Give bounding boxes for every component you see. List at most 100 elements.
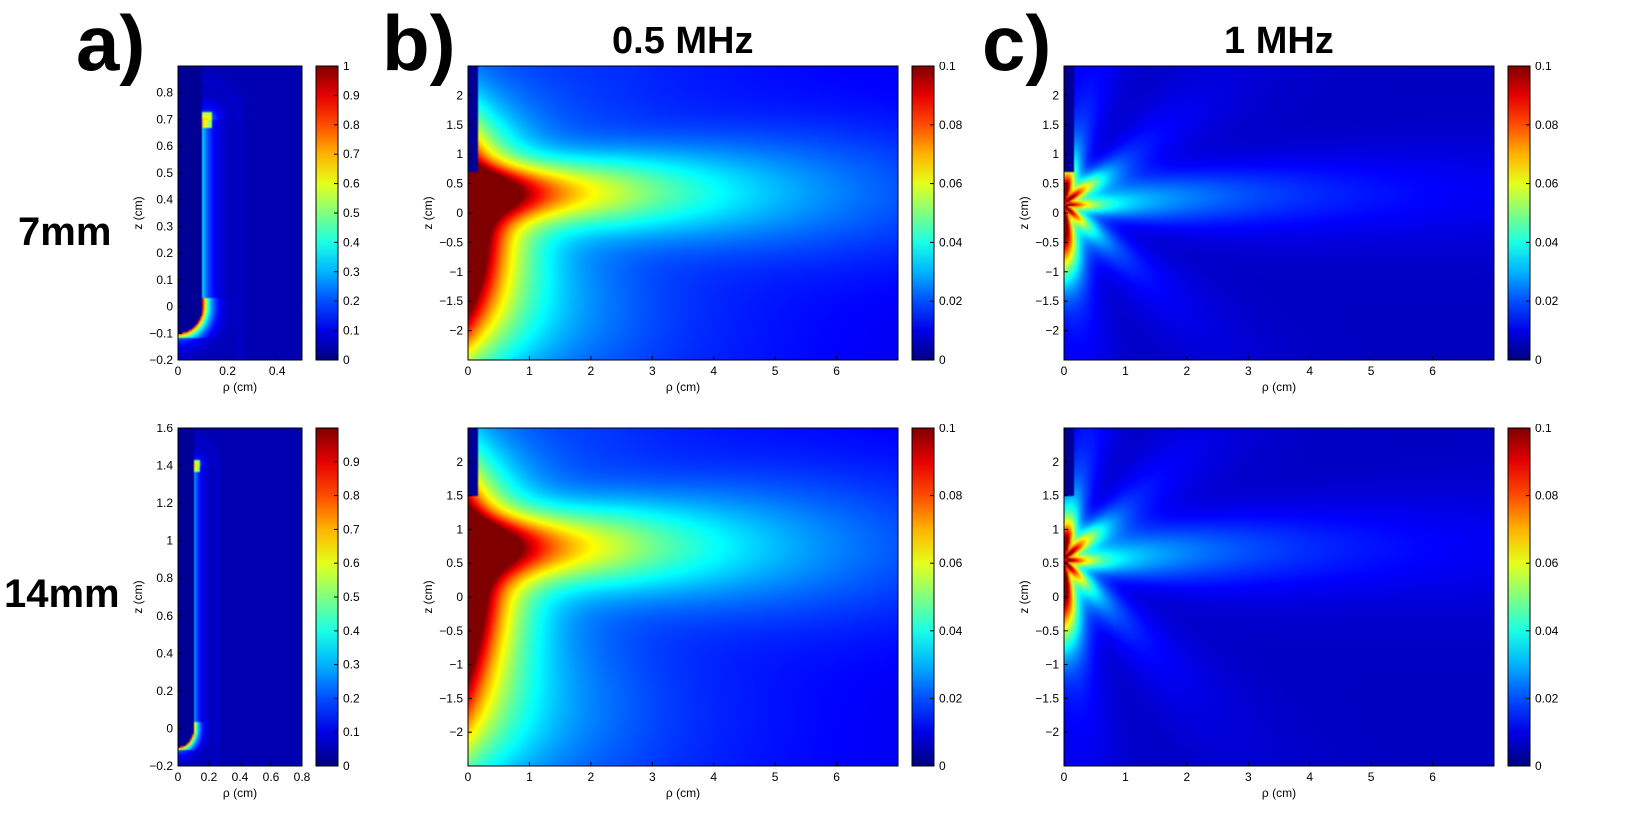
y-tick-label: −1 [1045, 265, 1059, 279]
x-tick-label: 0 [465, 364, 472, 378]
panel-label-a: a) [76, 0, 146, 87]
x-tick-label: 3 [1245, 770, 1252, 784]
colorbar [911, 427, 935, 767]
colorbar-tick-label: 0.7 [343, 147, 360, 161]
colorbar-tick-label: 0.9 [343, 455, 360, 469]
x-tick-label: 1 [526, 770, 533, 784]
colorbar-tick-label: 0 [939, 353, 946, 367]
chart-needle-7mm: 0 0.2 0.4 −0.2 −0.1 0 0.1 0.2 0.3 0.4 0.5 0.6 0.7 0.8… [130, 59, 380, 402]
colorbar-tick-label: 0.2 [343, 691, 360, 705]
y-axis-label: z (cm) [131, 580, 145, 613]
x-tick-label: 4 [710, 770, 717, 784]
x-tick-label: 6 [833, 364, 840, 378]
x-tick-label: 0.2 [219, 364, 236, 378]
x-axis-label: ρ (cm) [1262, 786, 1296, 800]
x-tick-label: 0 [1061, 364, 1068, 378]
colorbar-tick-label: 0.2 [343, 294, 360, 308]
y-tick-label: 1 [166, 534, 173, 548]
y-tick-label: −1 [449, 658, 463, 672]
colorbar-tick-label: 0 [1535, 759, 1542, 773]
y-tick-label: 1 [1052, 147, 1059, 161]
x-tick-label: 0 [175, 770, 182, 784]
y-tick-label: −1 [1045, 658, 1059, 672]
colorbar-tick-label: 0 [343, 353, 350, 367]
y-tick-label: −0.2 [149, 759, 173, 773]
column-title-0-5mhz: 0.5 MHz [612, 20, 754, 62]
y-tick-label: −1.5 [1035, 691, 1059, 705]
colorbar [1507, 65, 1531, 361]
x-tick-label: 0 [1061, 770, 1068, 784]
colorbar-tick-label: 0.8 [343, 118, 360, 132]
y-axis-label: z (cm) [421, 580, 435, 613]
colorbar-tick-label: 0.1 [939, 424, 956, 435]
y-tick-label: 0.5 [1042, 177, 1059, 191]
y-tick-label: 0 [166, 300, 173, 314]
y-tick-label: 0.2 [156, 246, 173, 260]
row-label-7mm: 7mm [18, 210, 112, 254]
x-tick-label: 4 [1306, 364, 1313, 378]
colorbar-tick-label: 0.1 [343, 725, 360, 739]
x-tick-label: 6 [1429, 770, 1436, 784]
colorbar-tick-label: 0.6 [343, 556, 360, 570]
colorbar-tick-label: 0.9 [343, 88, 360, 102]
y-tick-label: −2 [1045, 324, 1059, 338]
panel-label-c: c) [982, 0, 1052, 87]
x-tick-label: 3 [1245, 364, 1252, 378]
x-tick-label: 0.4 [232, 770, 249, 784]
heatmap-image [178, 428, 302, 766]
chart-field-0-5mhz-7mm: 0 1 2 3 4 5 6 −2 −1.5 −1 −0.5 0 0.5 1 1.5 2 ρ (cm) z (cm)… [420, 59, 980, 402]
colorbar-tick-label: 0.5 [343, 206, 360, 220]
colorbar-tick-label: 0 [1535, 353, 1542, 367]
y-tick-label: 0 [456, 206, 463, 220]
y-tick-label: −0.2 [149, 353, 173, 367]
x-tick-label: 0.4 [269, 364, 286, 378]
x-tick-label: 2 [588, 770, 595, 784]
y-tick-label: −2 [1045, 725, 1059, 739]
colorbar-tick-label: 0.08 [939, 118, 963, 132]
heatmap-image [468, 428, 898, 766]
x-tick-label: 0 [465, 770, 472, 784]
y-tick-label: 0.5 [446, 556, 463, 570]
y-tick-label: 2 [456, 88, 463, 102]
heatmap-image [468, 66, 898, 360]
y-tick-label: −2 [449, 324, 463, 338]
colorbar-tick-label: 0.02 [1535, 691, 1559, 705]
colorbar-tick-label: 0.06 [939, 177, 963, 191]
colorbar-tick-label: 1 [343, 62, 350, 73]
y-tick-label: 0 [1052, 590, 1059, 604]
y-tick-label: 1.6 [156, 424, 173, 435]
colorbar-tick-label: 0.1 [343, 324, 360, 338]
x-tick-label: 5 [772, 364, 779, 378]
colorbar-tick-label: 0.06 [1535, 556, 1559, 570]
y-tick-label: 0.6 [156, 139, 173, 153]
y-tick-label: −0.1 [149, 326, 173, 340]
colorbar-tick-label: 0.02 [1535, 294, 1559, 308]
y-tick-label: 2 [456, 455, 463, 469]
x-tick-label: 2 [1184, 364, 1191, 378]
colorbar-tick-label: 0.4 [343, 235, 360, 249]
x-axis-label: ρ (cm) [666, 786, 700, 800]
y-tick-label: 0.4 [156, 193, 173, 207]
colorbar-tick-label: 0.6 [343, 177, 360, 191]
x-tick-label: 0 [175, 364, 182, 378]
x-axis-label: ρ (cm) [223, 380, 257, 394]
colorbar-tick-label: 0 [939, 759, 946, 773]
y-tick-label: −2 [449, 725, 463, 739]
y-tick-label: −1.5 [439, 294, 463, 308]
y-axis-label: z (cm) [421, 196, 435, 229]
colorbar-tick-label: 0.5 [343, 590, 360, 604]
y-tick-label: 1 [456, 522, 463, 536]
colorbar-tick-label: 0.4 [343, 624, 360, 638]
y-tick-label: 1.5 [1042, 118, 1059, 132]
colorbar-tick-label: 0 [343, 759, 350, 773]
y-tick-label: 0.2 [156, 684, 173, 698]
x-tick-label: 3 [649, 770, 656, 784]
chart-svg: 0 0.2 0.4 −0.2 −0.1 0 0.1 0.2 0.3 0.4 0.5 0.6 0.7 0.8… [131, 59, 360, 394]
x-tick-label: 1 [1122, 770, 1129, 784]
y-tick-label: 0 [166, 721, 173, 735]
x-tick-label: 1 [526, 364, 533, 378]
chart-needle-14mm: 0 0.2 0.4 0.6 0.8 −0.2 0 0.2 0.4 0.6 0.8 1 1.2 1.4 1.6… [130, 421, 380, 808]
column-title-1mhz: 1 MHz [1224, 20, 1334, 62]
y-axis-label: z (cm) [1017, 196, 1031, 229]
heatmap-image [1064, 66, 1494, 360]
